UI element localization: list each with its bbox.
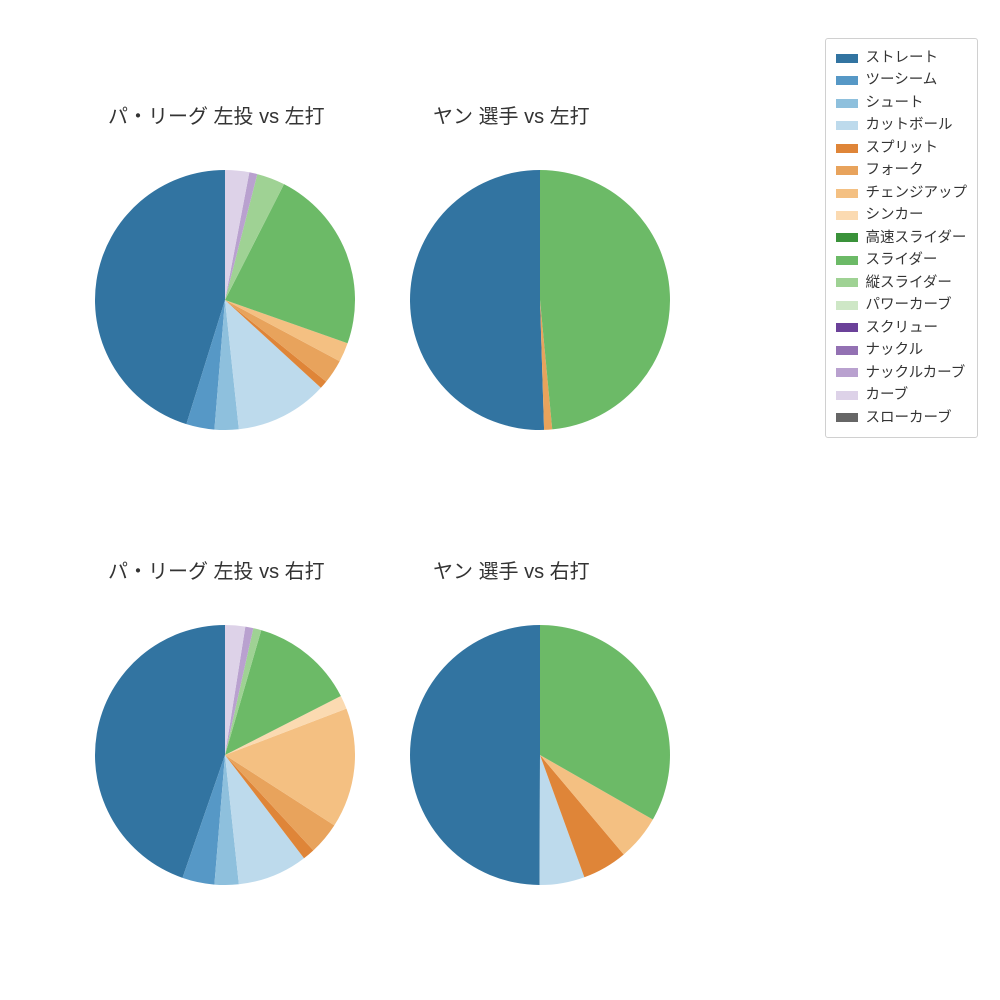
legend-label: ストレート [866, 47, 939, 69]
legend-swatch [836, 144, 858, 153]
legend-swatch [836, 166, 858, 175]
legend-swatch [836, 413, 858, 422]
figure: { "background_color": "#ffffff", "text_c… [0, 0, 1000, 1000]
pie-slice-straight [410, 170, 544, 430]
legend-item-curve: カーブ [836, 384, 968, 406]
legend-item-v_slider: 縦スライダー [836, 272, 968, 294]
legend-label: シュート [866, 92, 924, 114]
legend-item-sinker: シンカー [836, 204, 968, 226]
pie-chart-0 [95, 170, 355, 430]
chart-title: ヤン 選手 vs 左打 [433, 100, 590, 129]
pie-slice-slider [540, 170, 670, 429]
legend-swatch [836, 391, 858, 400]
legend-item-changeup: チェンジアップ [836, 182, 968, 204]
legend-item-slider: スライダー [836, 249, 968, 271]
chart-title: パ・リーグ 左投 vs 右打 [108, 555, 325, 584]
legend-label: 高速スライダー [866, 227, 967, 249]
legend-swatch [836, 278, 858, 287]
legend-item-screw: スクリュー [836, 317, 968, 339]
legend-swatch [836, 233, 858, 242]
legend-swatch [836, 211, 858, 220]
legend-item-straight: ストレート [836, 47, 968, 69]
legend-label: ツーシーム [866, 69, 938, 91]
legend-label: パワーカーブ [866, 294, 952, 316]
pie-chart-2 [95, 625, 355, 885]
legend-label: カーブ [866, 384, 909, 406]
legend-label: ナックル [866, 339, 924, 361]
legend-swatch [836, 121, 858, 130]
chart-title: ヤン 選手 vs 右打 [433, 555, 590, 584]
legend-swatch [836, 301, 858, 310]
legend-label: 縦スライダー [866, 272, 952, 294]
legend-item-shoot: シュート [836, 92, 968, 114]
pie-slice-straight [410, 625, 540, 885]
legend-swatch [836, 368, 858, 377]
legend-swatch [836, 346, 858, 355]
legend-swatch [836, 256, 858, 265]
legend-label: カットボール [866, 114, 953, 136]
legend-label: スクリュー [866, 317, 939, 339]
legend-label: スライダー [866, 249, 938, 271]
legend-swatch [836, 99, 858, 108]
pie-chart-1 [410, 170, 670, 430]
chart-title: パ・リーグ 左投 vs 左打 [108, 100, 325, 129]
legend-swatch [836, 76, 858, 85]
legend-item-slowcurve: スローカーブ [836, 407, 968, 429]
pie-chart-3 [410, 625, 670, 885]
legend-item-pcurve: パワーカーブ [836, 294, 968, 316]
legend-swatch [836, 189, 858, 198]
legend-item-split: スプリット [836, 137, 968, 159]
legend-label: スプリット [866, 137, 939, 159]
legend-label: フォーク [866, 159, 924, 181]
legend-item-hs_slider: 高速スライダー [836, 227, 968, 249]
legend-label: スローカーブ [866, 407, 952, 429]
legend-swatch [836, 54, 858, 63]
legend: ストレートツーシームシュートカットボールスプリットフォークチェンジアップシンカー… [825, 38, 979, 438]
legend-label: ナックルカーブ [866, 362, 966, 384]
legend-item-knuckle: ナックル [836, 339, 968, 361]
legend-label: シンカー [866, 204, 924, 226]
legend-item-cutball: カットボール [836, 114, 968, 136]
legend-swatch [836, 323, 858, 332]
legend-item-fork: フォーク [836, 159, 968, 181]
legend-item-kn_curve: ナックルカーブ [836, 362, 968, 384]
legend-item-twoseam: ツーシーム [836, 69, 968, 91]
legend-label: チェンジアップ [866, 182, 968, 204]
